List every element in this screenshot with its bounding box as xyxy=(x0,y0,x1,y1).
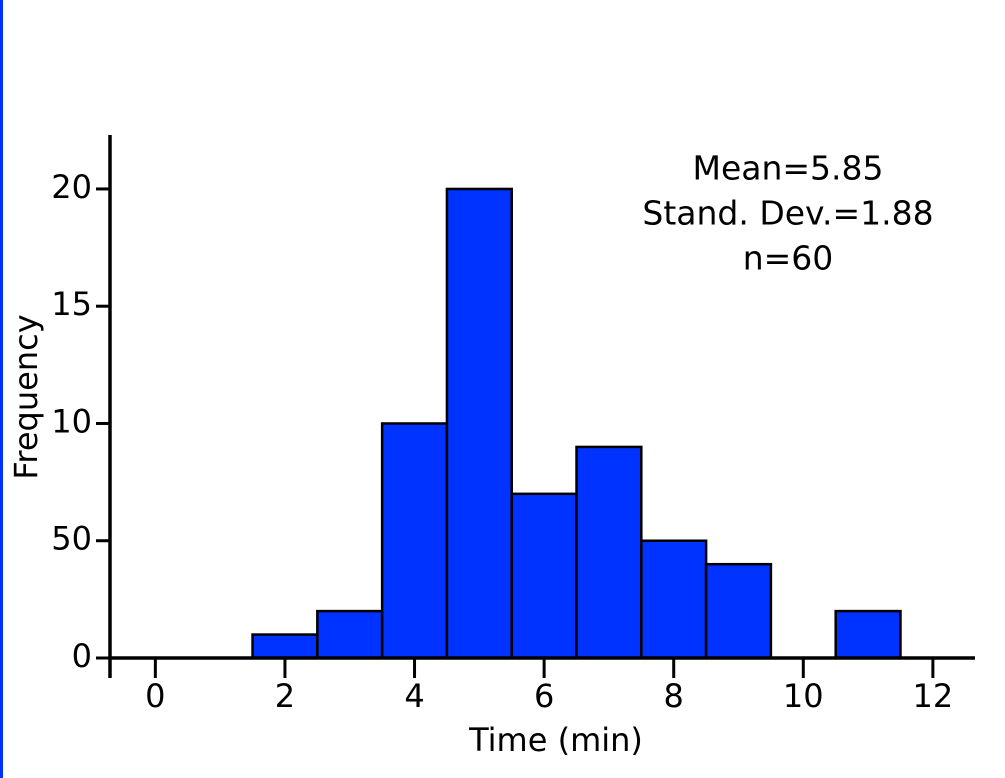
annotation: Mean=5.85 xyxy=(692,149,883,188)
bar xyxy=(316,609,384,660)
bar xyxy=(510,492,578,660)
x-tick-label: 6 xyxy=(534,677,554,715)
left-edge xyxy=(0,0,3,778)
x-tick-label: 0 xyxy=(145,677,165,715)
y-tick-label: 10 xyxy=(51,402,92,440)
bar xyxy=(640,539,708,660)
y-axis-label: Frequency xyxy=(7,314,45,479)
bar xyxy=(704,562,773,660)
x-tick-label: 4 xyxy=(404,677,424,715)
bar xyxy=(575,445,643,660)
annotation: n=60 xyxy=(743,239,834,278)
x-tick-label: 12 xyxy=(913,677,954,715)
y-tick-label: 20 xyxy=(51,168,92,206)
bar xyxy=(251,633,319,660)
annotation: Stand. Dev.=1.88 xyxy=(642,194,933,233)
x-tick-label: 10 xyxy=(783,677,824,715)
x-axis-label: Time (min) xyxy=(468,721,643,759)
y-tick-label: 15 xyxy=(51,285,92,323)
bar xyxy=(445,187,513,660)
y-tick-label: 0 xyxy=(72,637,92,675)
y-tick-label: 50 xyxy=(51,520,92,558)
bar xyxy=(834,609,902,660)
x-tick-label: 2 xyxy=(275,677,295,715)
bar xyxy=(380,422,449,660)
x-tick-label: 8 xyxy=(664,677,684,715)
